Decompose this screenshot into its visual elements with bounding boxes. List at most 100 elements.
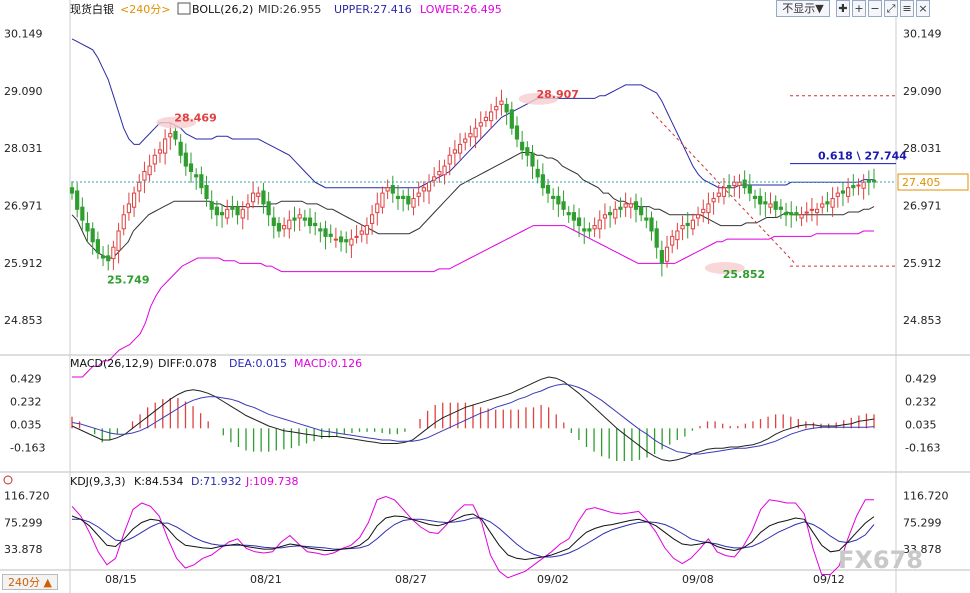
candle-body xyxy=(426,181,432,192)
candle-body xyxy=(276,222,282,232)
display-dropdown[interactable]: 不显示▼ xyxy=(776,0,830,17)
annotation-highlight xyxy=(704,262,745,275)
boll-lower: LOWER:26.495 xyxy=(420,3,502,16)
candle-body xyxy=(597,219,602,230)
candle-body xyxy=(406,195,411,205)
candle-body xyxy=(90,228,95,243)
y-tick-label-left: 24.853 xyxy=(4,314,43,327)
candle-body xyxy=(354,235,359,238)
candle-body xyxy=(763,201,768,205)
kdj-j: J:109.738 xyxy=(245,475,298,488)
x-tick-label: 09/02 xyxy=(537,573,569,586)
candle-body xyxy=(395,195,401,200)
candle-body xyxy=(245,203,251,208)
kdj-tick-label-right: 75.299 xyxy=(903,516,942,529)
candle-body xyxy=(602,214,608,219)
candle-body xyxy=(121,214,126,230)
candle-body xyxy=(530,152,535,167)
current-price-tag xyxy=(897,173,969,191)
y-tick-label-right: 24.853 xyxy=(903,314,942,327)
candle-body xyxy=(483,116,489,122)
fib-trend-line xyxy=(651,111,796,264)
candle-body xyxy=(732,181,737,187)
annotation-label: 25.852 xyxy=(723,268,765,281)
candle-body xyxy=(499,100,504,105)
candle-body xyxy=(670,235,675,246)
candle-body xyxy=(411,198,416,208)
candle-body xyxy=(716,192,721,197)
kdj-tick-label-left: 33.878 xyxy=(4,543,43,556)
candle-body xyxy=(401,195,406,200)
y-tick-label-left: 25.912 xyxy=(4,257,43,270)
candle-body xyxy=(333,238,338,241)
candle-body xyxy=(287,219,292,230)
kdj-layer xyxy=(71,495,875,579)
close-icon[interactable]: × xyxy=(916,0,930,17)
period-label: <240分> xyxy=(120,3,170,16)
macd-dea: DEA:0.015 xyxy=(229,357,287,370)
candle-body xyxy=(442,165,447,176)
candle-body xyxy=(80,206,85,221)
macd-value: MACD:0.126 xyxy=(294,357,362,370)
candle-body xyxy=(432,176,437,181)
candle-body xyxy=(794,212,799,216)
x-tick-label: 09/12 xyxy=(813,573,845,586)
kdj-d-line xyxy=(72,517,875,558)
macd-label: MACD(26,12,9) xyxy=(70,357,154,370)
candlestick-layer xyxy=(69,89,877,277)
candle-body xyxy=(592,225,597,230)
candle-body xyxy=(576,217,582,227)
x-tick-label: 08/27 xyxy=(395,573,427,586)
zoom-fit-icon[interactable]: ⤢ xyxy=(884,0,898,17)
crosshair-icon[interactable]: ✚ xyxy=(836,0,850,17)
indicator-icon[interactable] xyxy=(177,2,191,15)
candle-body xyxy=(452,149,457,154)
candle-body xyxy=(737,181,742,187)
candle-body xyxy=(111,246,116,260)
candle-body xyxy=(789,212,794,216)
candle-body xyxy=(344,239,349,243)
candle-body xyxy=(799,214,804,219)
candle-body xyxy=(608,212,613,216)
candle-body xyxy=(758,195,763,205)
candle-body xyxy=(457,143,463,154)
x-tick-label: 08/21 xyxy=(250,573,282,586)
candle-body xyxy=(359,230,364,235)
candle-body xyxy=(142,170,147,181)
candle-body xyxy=(188,163,194,172)
candle-body xyxy=(504,103,509,113)
candle-body xyxy=(292,217,297,221)
candle-body xyxy=(825,201,830,205)
candle-body xyxy=(194,174,199,178)
candle-body xyxy=(364,225,370,235)
y-tick-label-right: 25.912 xyxy=(903,257,942,270)
period-button[interactable]: 240分 ▲ xyxy=(2,574,58,590)
candle-body xyxy=(675,230,680,241)
settings-icon[interactable]: ≡ xyxy=(900,0,914,17)
candle-body xyxy=(250,192,256,203)
candle-body xyxy=(282,225,287,230)
watermark: FX678 xyxy=(838,546,923,574)
candle-body xyxy=(489,111,494,122)
kdj-settings-icon[interactable] xyxy=(3,475,13,485)
candle-body xyxy=(846,187,851,197)
candle-body xyxy=(157,149,163,154)
candle-body xyxy=(721,187,727,197)
candle-body xyxy=(266,201,271,216)
kdj-tick-label-right: 33.878 xyxy=(903,543,942,556)
candle-body xyxy=(509,109,514,129)
candle-body xyxy=(168,133,173,138)
candle-body xyxy=(100,255,106,259)
x-tick-label: 08/15 xyxy=(105,573,137,586)
candle-body xyxy=(773,201,778,210)
candle-body xyxy=(840,190,846,194)
candle-body xyxy=(633,201,639,210)
annotation-highlight xyxy=(518,92,559,105)
y-tick-label-left: 29.090 xyxy=(4,85,43,98)
candle-body xyxy=(473,127,478,138)
zoom-out-icon[interactable]: − xyxy=(868,0,882,17)
zoom-in-icon[interactable]: + xyxy=(852,0,866,17)
candle-body xyxy=(587,228,592,232)
